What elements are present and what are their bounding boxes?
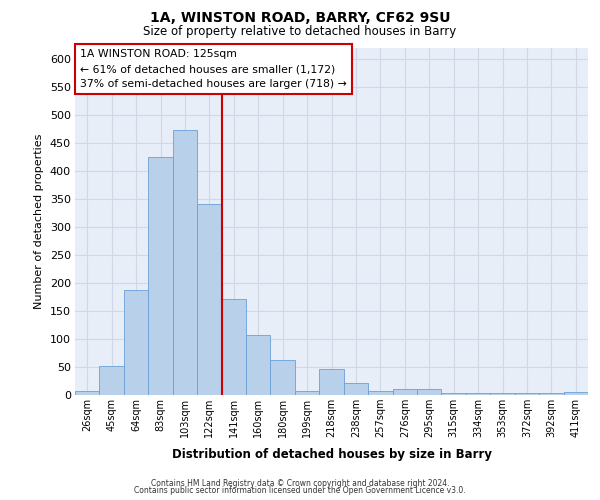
Bar xyxy=(221,298,246,395)
Bar xyxy=(466,394,490,395)
Bar xyxy=(148,157,173,395)
Bar xyxy=(417,390,442,395)
Bar xyxy=(392,390,417,395)
Text: Size of property relative to detached houses in Barry: Size of property relative to detached ho… xyxy=(143,25,457,38)
Bar xyxy=(563,392,588,395)
Bar xyxy=(319,368,344,395)
Bar xyxy=(197,204,221,395)
Text: Contains public sector information licensed under the Open Government Licence v3: Contains public sector information licen… xyxy=(134,486,466,495)
Bar xyxy=(442,394,466,395)
Bar xyxy=(100,366,124,395)
Bar xyxy=(368,390,392,395)
Bar xyxy=(271,360,295,395)
Bar xyxy=(295,390,319,395)
Bar xyxy=(539,394,563,395)
Text: 1A, WINSTON ROAD, BARRY, CF62 9SU: 1A, WINSTON ROAD, BARRY, CF62 9SU xyxy=(150,11,450,25)
Bar xyxy=(124,290,148,395)
Bar xyxy=(246,335,271,395)
X-axis label: Distribution of detached houses by size in Barry: Distribution of detached houses by size … xyxy=(172,448,491,462)
Bar xyxy=(75,390,100,395)
Bar xyxy=(490,394,515,395)
Bar xyxy=(173,130,197,395)
Bar xyxy=(515,394,539,395)
Y-axis label: Number of detached properties: Number of detached properties xyxy=(34,134,44,309)
Text: 1A WINSTON ROAD: 125sqm
← 61% of detached houses are smaller (1,172)
37% of semi: 1A WINSTON ROAD: 125sqm ← 61% of detache… xyxy=(80,49,347,89)
Bar xyxy=(344,382,368,395)
Text: Contains HM Land Registry data © Crown copyright and database right 2024.: Contains HM Land Registry data © Crown c… xyxy=(151,478,449,488)
